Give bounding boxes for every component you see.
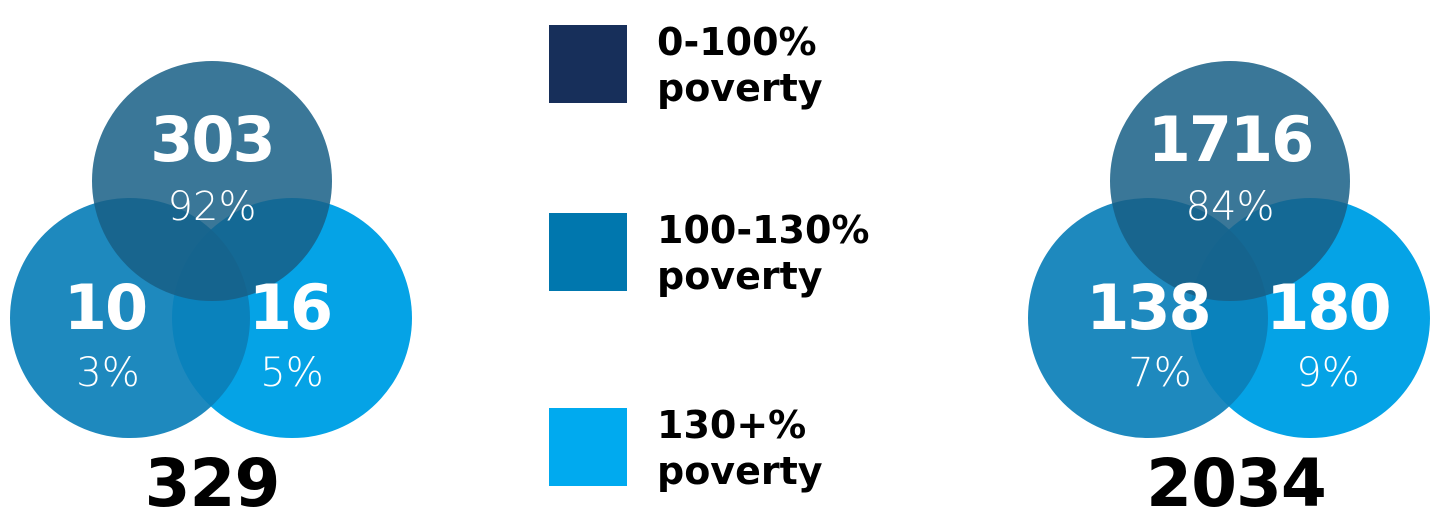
right-percent: 9% xyxy=(1296,350,1359,396)
total: 2034 xyxy=(1146,445,1326,521)
legend-swatch xyxy=(549,213,627,291)
left-count: 138 xyxy=(1086,271,1209,344)
top-percent: 92% xyxy=(168,184,257,230)
circle-top xyxy=(92,61,332,301)
left-percent: 3% xyxy=(76,350,139,396)
right-percent: 5% xyxy=(260,350,323,396)
legend-label: 130+% poverty xyxy=(657,403,823,493)
legend-swatch xyxy=(549,25,627,103)
top-count: 1716 xyxy=(1148,103,1313,176)
legend-label: 0-100% poverty xyxy=(657,20,823,110)
top-count: 303 xyxy=(150,103,273,176)
top-percent: 84% xyxy=(1186,184,1275,230)
total: 329 xyxy=(145,445,280,521)
left-percent: 7% xyxy=(1128,350,1191,396)
legend-label: 100-130% poverty xyxy=(657,208,870,298)
legend-swatch xyxy=(549,408,627,486)
circle-top xyxy=(1110,61,1350,301)
right-count: 180 xyxy=(1266,271,1389,344)
right-count: 16 xyxy=(249,271,331,344)
left-count: 10 xyxy=(64,271,146,344)
